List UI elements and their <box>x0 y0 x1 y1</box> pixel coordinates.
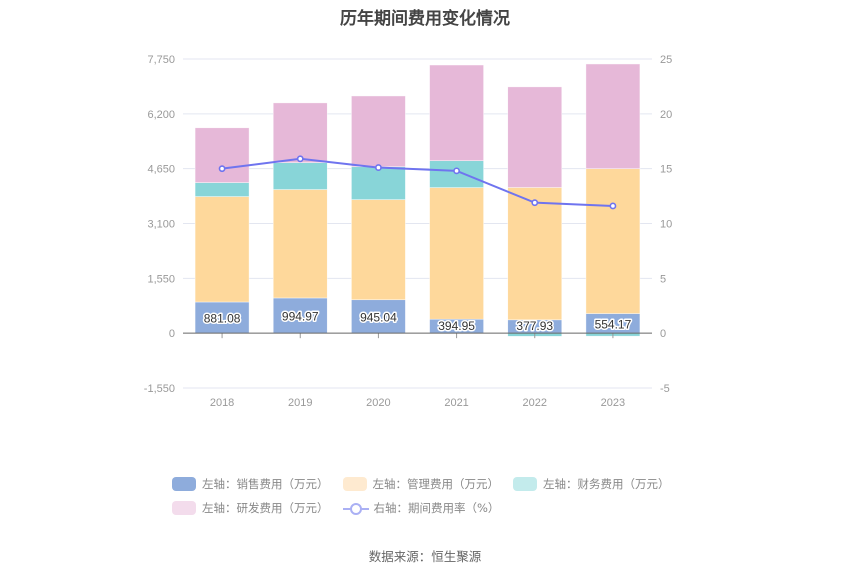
x-axis-tick-label: 2022 <box>523 397 547 409</box>
rate-point-2021 <box>453 167 460 175</box>
left-axis-tick-label: 3,100 <box>147 219 175 231</box>
bar-admin-2021 <box>429 187 484 320</box>
grid-lines <box>183 58 652 389</box>
right-axis-tick-label: 10 <box>660 219 672 231</box>
rate-point-2018 <box>218 165 226 173</box>
data-label-sales: 394.95 <box>438 319 475 333</box>
data-labels: 881.08 994.97 945.04 394.95 377.93 554.17 <box>202 308 633 335</box>
rate-point-2019 <box>296 155 304 163</box>
bar-rnd-2021 <box>429 64 484 162</box>
x-axis-tick-label: 2019 <box>288 397 312 409</box>
right-axis-tick-label: 15 <box>660 164 672 176</box>
bar-admin-2023 <box>585 168 641 314</box>
legend-swatch-sales <box>172 477 196 491</box>
data-label-sales: 881.08 <box>204 312 241 326</box>
left-axis-tick-label: 6,200 <box>147 109 175 121</box>
x-axis-tick-label: 2021 <box>444 397 468 409</box>
legend-label-rnd: 左轴：研发费用（万元） <box>202 501 329 515</box>
x-axis-tick-label: 2023 <box>601 397 625 409</box>
chart-plot-area: 7,750 6,200 4,650 3,100 1,550 0 -1,550 25 20 15 10… <box>144 54 672 409</box>
legend-item-sales[interactable]: 左轴：销售费用（万元） <box>172 476 329 492</box>
legend-row-1: 左轴：销售费用（万元） 左轴：管理费用（万元） 左轴：财务费用（万元） <box>172 472 712 496</box>
right-axis-tick-label: 0 <box>660 328 666 340</box>
bar-rnd-2022 <box>507 86 563 188</box>
bar-sales-2019 <box>272 297 328 334</box>
legend-label-sales: 左轴：销售费用（万元） <box>202 477 329 491</box>
bar-rnd-2018 <box>194 127 250 183</box>
legend-line-circle-icon <box>342 501 369 515</box>
data-label-sales: 994.97 <box>282 310 319 324</box>
x-axis-tick-label: 2018 <box>210 397 234 409</box>
right-axis-tick-label: -5 <box>660 383 670 395</box>
legend-swatch-finance <box>513 477 537 491</box>
rate-line-series <box>218 155 617 210</box>
left-axis-tick-label: 0 <box>169 328 175 340</box>
bar-finance-2020 <box>351 166 406 200</box>
bar-admin-2020 <box>351 199 406 301</box>
left-axis-tick-label: 4,650 <box>147 164 175 176</box>
legend-swatch-rnd <box>172 501 196 515</box>
data-label-sales: 945.04 <box>360 310 397 324</box>
data-label-sales: 377.93 <box>516 319 553 333</box>
left-axis-tick-label: 1,550 <box>147 273 175 285</box>
legend-item-finance[interactable]: 左轴：财务费用（万元） <box>513 476 670 492</box>
left-axis-tick-label: -1,550 <box>144 383 175 395</box>
legend-label-admin: 左轴：管理费用（万元） <box>372 477 500 491</box>
legend-label-rate: 右轴：期间费用率（%） <box>373 501 500 515</box>
bar-sales-2018 <box>194 301 250 334</box>
bar-finance-2018 <box>194 182 250 197</box>
rate-line <box>221 157 613 207</box>
right-axis-tick-label: 25 <box>660 54 672 66</box>
legend-item-admin[interactable]: 左轴：管理费用（万元） <box>342 476 500 492</box>
axes: 7,750 6,200 4,650 3,100 1,550 0 -1,550 25 20 15 10… <box>144 54 672 409</box>
x-axis-tick-label: 2020 <box>366 397 390 409</box>
left-axis-tick-label: 7,750 <box>147 54 175 66</box>
bar-finance-2019 <box>272 162 328 190</box>
legend-row-2: 左轴：研发费用（万元） 右轴：期间费用率（%） <box>172 496 712 520</box>
data-source-note: 数据来源：恒生聚源 <box>368 549 482 564</box>
rate-point-2020 <box>375 164 382 171</box>
chart-title: 历年期间费用变化情况 <box>340 9 510 29</box>
bar-rnd-2019 <box>272 102 328 163</box>
legend-label-finance: 左轴：财务费用（万元） <box>543 477 670 491</box>
bar-rnd-2023 <box>585 63 641 169</box>
right-axis-tick-label: 5 <box>660 273 666 285</box>
bar-rnd-2020 <box>351 95 406 168</box>
legend: 左轴：销售费用（万元） 左轴：管理费用（万元） 左轴：财务费用（万元） 左轴：研… <box>172 472 712 520</box>
legend-item-rate[interactable]: 右轴：期间费用率（%） <box>342 500 500 516</box>
bar-admin-2019 <box>272 189 328 299</box>
right-axis-tick-label: 20 <box>660 109 672 121</box>
bar-admin-2022 <box>507 187 563 321</box>
legend-swatch-admin <box>342 477 367 491</box>
legend-item-rnd[interactable]: 左轴：研发费用（万元） <box>172 500 329 516</box>
bars <box>194 63 641 337</box>
rate-point-2023 <box>609 202 617 210</box>
data-label-sales: 554.17 <box>595 317 632 331</box>
bar-admin-2018 <box>194 196 250 303</box>
rate-point-2022 <box>531 199 539 207</box>
